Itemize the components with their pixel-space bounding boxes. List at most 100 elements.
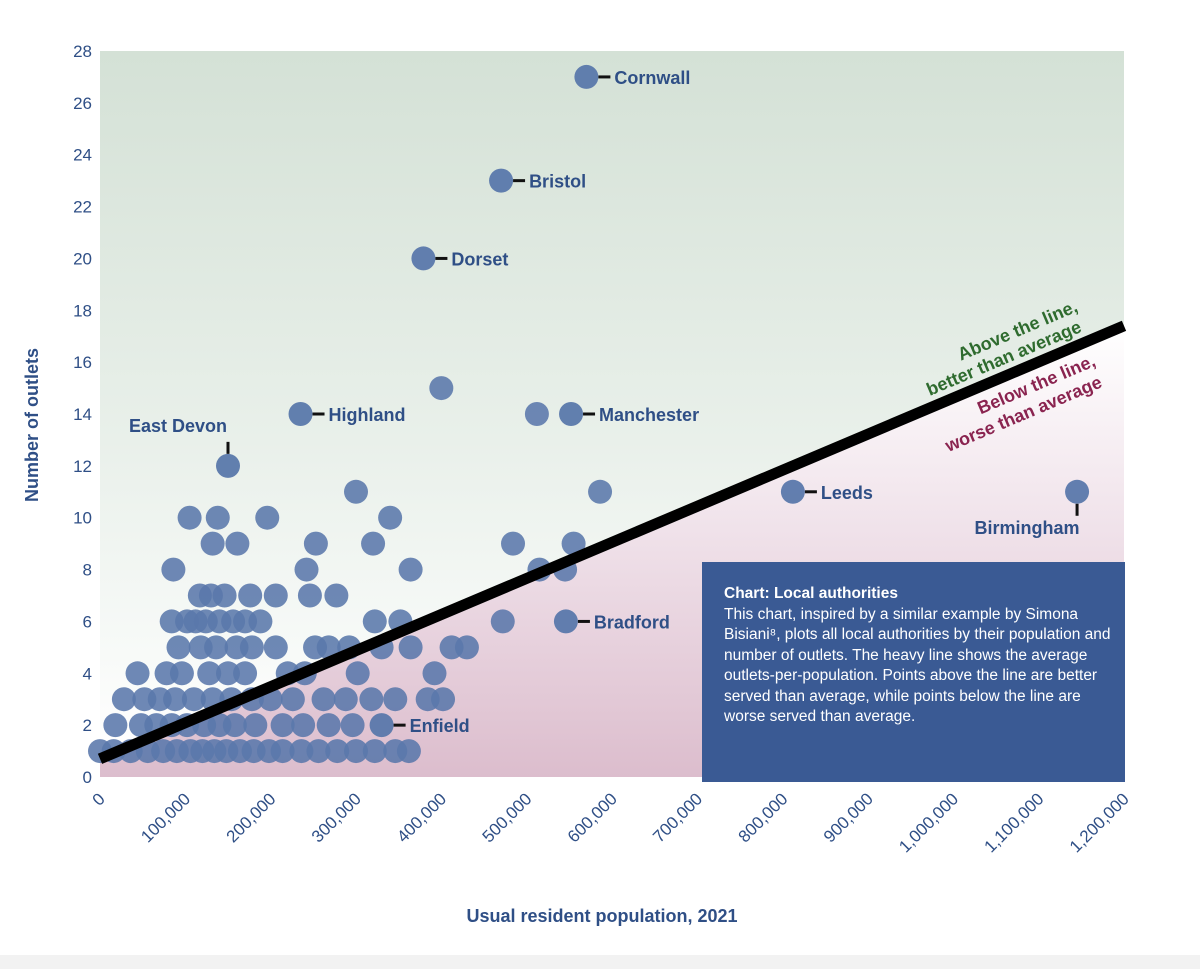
- data-point: [103, 713, 128, 738]
- average-line: [97, 320, 1127, 764]
- data-point: [501, 531, 526, 556]
- labeled-data-point: [369, 713, 394, 738]
- data-point: [291, 713, 316, 738]
- labeled-data-point: [780, 479, 805, 504]
- y-tick-label: 4: [83, 664, 92, 683]
- labeled-data-point: [559, 402, 584, 426]
- data-point: [270, 739, 295, 764]
- x-tick-label: 100,000: [137, 789, 194, 846]
- data-point: [205, 505, 230, 530]
- data-point: [255, 505, 280, 530]
- data-point: [431, 687, 456, 712]
- data-point: [454, 635, 479, 660]
- data-point: [359, 687, 384, 712]
- x-tick-label: 600,000: [564, 789, 621, 846]
- y-tick-label: 18: [73, 301, 92, 320]
- data-point: [270, 713, 295, 738]
- point-label: Dorset: [451, 249, 508, 269]
- average-line-group: [97, 320, 1127, 764]
- y-tick-label: 22: [73, 198, 92, 217]
- labeled-data-point: [1065, 479, 1090, 504]
- y-tick-label: 2: [83, 716, 92, 735]
- data-point: [297, 583, 322, 608]
- point-label: Highland: [329, 405, 406, 425]
- data-point: [222, 713, 247, 738]
- y-tick-label: 28: [73, 42, 92, 61]
- data-point: [303, 531, 328, 556]
- x-tick-label: 1,200,000: [1066, 789, 1133, 856]
- y-tick-label: 12: [73, 457, 92, 476]
- x-tick-label: 1,100,000: [981, 789, 1048, 856]
- data-point: [398, 635, 423, 660]
- y-tick-label: 14: [73, 405, 92, 424]
- data-point: [316, 713, 341, 738]
- point-label: Bradford: [594, 612, 670, 632]
- data-point: [233, 661, 258, 686]
- labeled-data-point: [574, 64, 599, 89]
- data-point: [169, 661, 194, 686]
- data-point: [429, 376, 454, 401]
- x-tick-label: 300,000: [308, 789, 365, 846]
- data-point: [325, 739, 350, 764]
- info-box-body: This chart, inspired by a similar exampl…: [724, 605, 1111, 726]
- data-point: [383, 687, 408, 712]
- x-tick-label: 200,000: [223, 789, 280, 846]
- y-axis-title: Number of outlets: [22, 348, 42, 502]
- point-label: Enfield: [410, 716, 470, 736]
- data-point: [524, 402, 549, 426]
- data-point: [344, 479, 368, 504]
- data-point: [163, 687, 188, 712]
- data-point: [396, 739, 421, 764]
- data-point: [248, 609, 273, 634]
- data-point: [125, 661, 150, 686]
- data-point: [280, 687, 305, 712]
- data-point: [161, 557, 186, 582]
- point-label: East Devon: [129, 416, 227, 436]
- x-axis-title: Usual resident population, 2021: [466, 906, 737, 926]
- x-tick-label: 400,000: [393, 789, 450, 846]
- data-point: [177, 505, 202, 530]
- data-point: [306, 739, 331, 764]
- data-point: [289, 739, 314, 764]
- data-point: [398, 557, 423, 582]
- data-point: [311, 687, 336, 712]
- point-labels: Cornwall Bristol Dorset Highland Manchester E…: [129, 68, 1080, 736]
- y-tick-label: 0: [83, 768, 92, 787]
- data-point: [239, 635, 264, 660]
- data-point: [561, 531, 586, 556]
- data-point: [344, 739, 368, 764]
- y-tick-label: 8: [83, 561, 92, 580]
- y-tick-label: 6: [83, 612, 92, 631]
- data-point: [204, 635, 229, 660]
- point-label: Bristol: [529, 172, 586, 192]
- point-label: Birmingham: [975, 518, 1080, 538]
- y-tick-label: 10: [73, 509, 92, 528]
- bottom-strip: [0, 955, 1200, 969]
- x-tick-label: 800,000: [735, 789, 792, 846]
- data-point: [243, 713, 268, 738]
- data-point: [197, 661, 222, 686]
- x-tick-label: 700,000: [649, 789, 706, 846]
- data-point: [263, 635, 288, 660]
- data-point: [200, 531, 225, 556]
- data-point: [166, 635, 191, 660]
- data-point: [225, 531, 250, 556]
- data-point: [422, 661, 447, 686]
- data-point: [212, 583, 237, 608]
- data-point: [294, 557, 319, 582]
- data-point: [345, 661, 370, 686]
- data-point: [111, 687, 136, 712]
- data-point: [362, 739, 387, 764]
- x-tick-label: 0: [89, 789, 109, 809]
- y-tick-label: 24: [73, 146, 92, 165]
- data-point: [181, 687, 206, 712]
- point-label: Cornwall: [614, 68, 690, 88]
- data-point: [263, 583, 288, 608]
- chart-info-box: Chart: Local authorities This chart, ins…: [702, 562, 1125, 782]
- x-tick-label: 500,000: [479, 789, 536, 846]
- point-label: Manchester: [599, 405, 699, 425]
- data-point: [324, 583, 349, 608]
- data-point: [361, 531, 386, 556]
- point-label: Leeds: [821, 483, 873, 503]
